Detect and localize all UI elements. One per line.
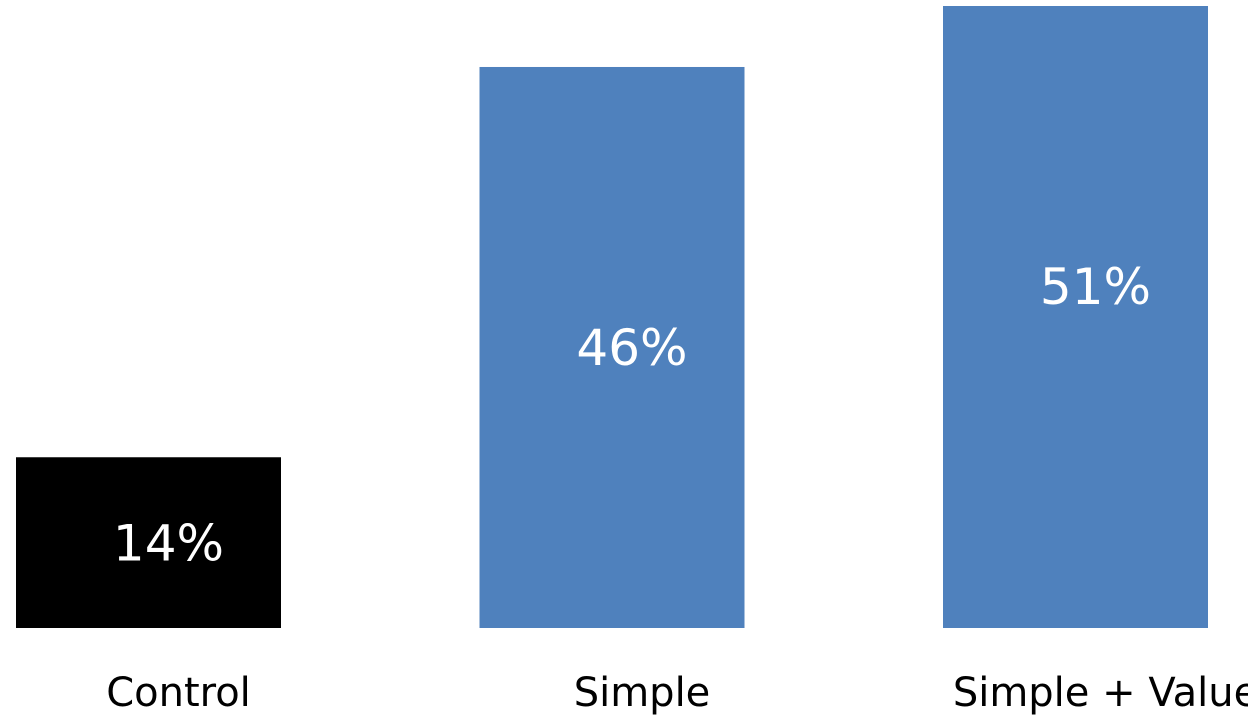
category-label: Control: [106, 670, 251, 716]
category-labels-group: Control Simple Simple + Value: [106, 670, 1248, 716]
bar-simple-value: [943, 6, 1208, 628]
value-label: 46%: [576, 319, 687, 377]
bar-control: [16, 457, 281, 628]
bars-group: [16, 6, 1208, 628]
bar-simple: [479, 66, 745, 628]
category-label: Simple + Value: [953, 670, 1248, 716]
value-labels-group: 14% 46% 51%: [113, 258, 1151, 573]
value-label: 51%: [1040, 258, 1151, 316]
value-label: 14%: [113, 515, 224, 573]
category-label: Simple: [574, 670, 711, 716]
